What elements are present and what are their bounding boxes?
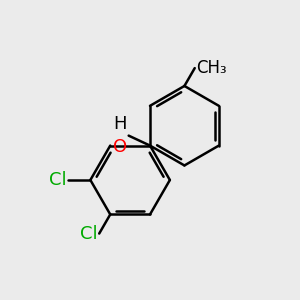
Text: Cl: Cl	[49, 171, 67, 189]
Text: Cl: Cl	[80, 225, 98, 243]
Text: H: H	[114, 115, 127, 133]
Text: CH₃: CH₃	[196, 59, 227, 77]
Text: O: O	[113, 138, 127, 156]
